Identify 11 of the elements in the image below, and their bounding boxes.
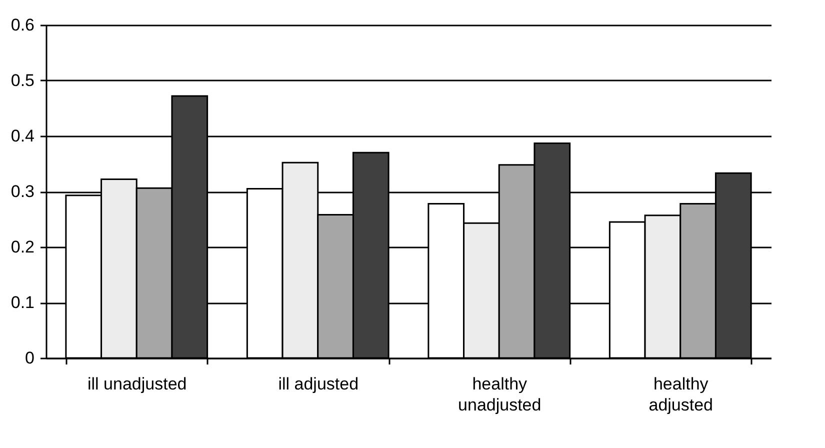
x-tick-label: healthy adjusted (648, 374, 714, 414)
x-tick-label: healthy unadjusted (458, 374, 542, 414)
y-tick-label: 0.6 (10, 16, 34, 34)
y-tick-label: 0.5 (10, 71, 34, 90)
y-tick-label: 0.3 (10, 182, 34, 201)
y-tick-label: 0 (25, 348, 34, 368)
y-tick-label: 0.2 (10, 238, 34, 256)
x-tick-label: ill adjusted (278, 374, 359, 394)
y-tick-label: 0.1 (10, 293, 34, 312)
x-tick-label: ill unadjusted (88, 374, 187, 394)
y-tick-label: 0.4 (10, 126, 34, 146)
